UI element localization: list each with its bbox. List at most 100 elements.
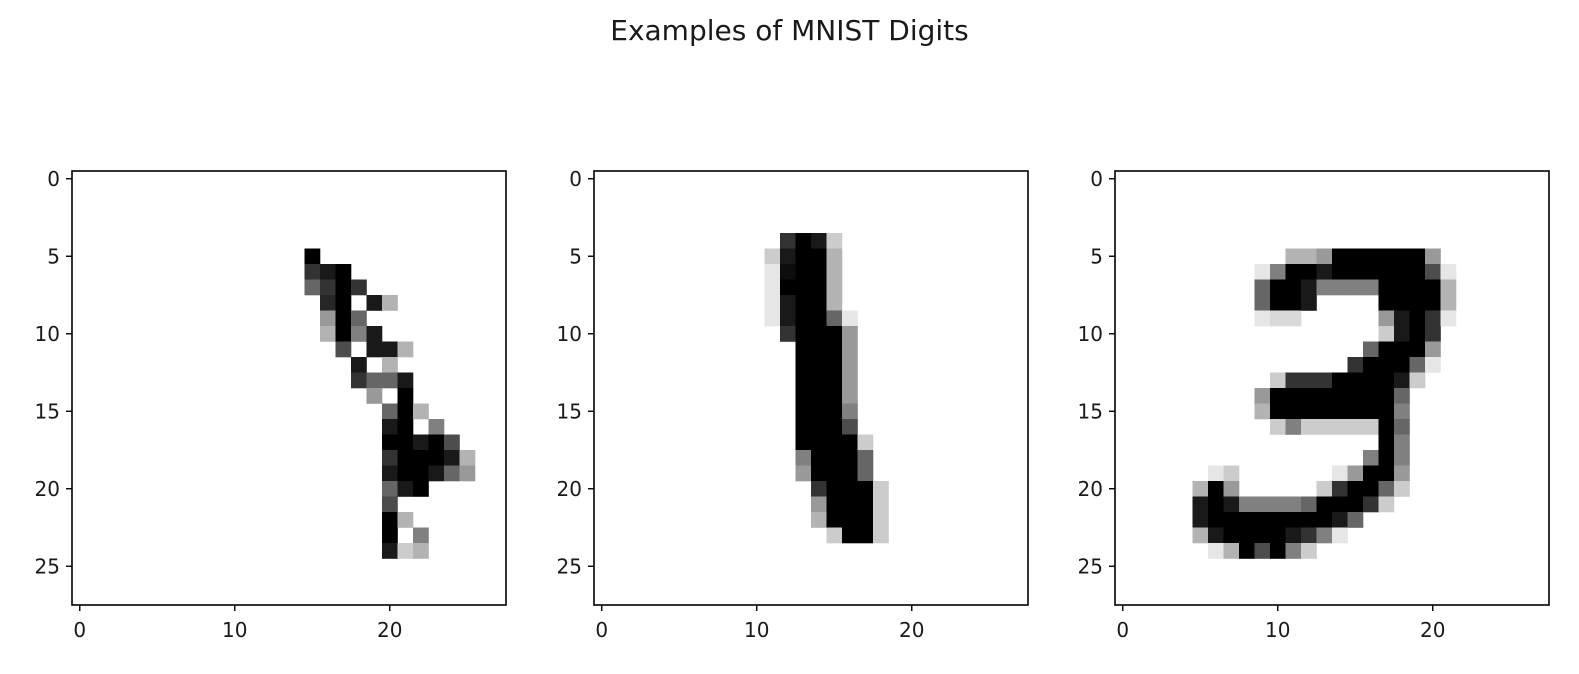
pixel-cell: [382, 419, 398, 435]
pixel-cell: [1208, 512, 1224, 528]
pixel-cell: [842, 341, 858, 358]
pixel-cell: [1208, 465, 1224, 482]
pixel-cell: [1363, 248, 1379, 265]
axes-frame: [1114, 170, 1550, 606]
pixel-cell: [1363, 388, 1379, 404]
pixel-cell: [1394, 279, 1410, 296]
pixel-cell: [1409, 310, 1426, 327]
pixel-cell: [1223, 543, 1240, 559]
pixel-cell: [382, 357, 398, 373]
y-tick-label: 10: [557, 322, 582, 346]
pixel-cell: [366, 372, 383, 389]
pixel-cell: [1192, 527, 1209, 544]
pixel-cell: [1378, 388, 1395, 404]
pixel-cell: [1254, 279, 1271, 296]
pixel-cell: [1425, 326, 1441, 342]
pixel-cell: [382, 403, 398, 420]
pixel-cell: [320, 326, 336, 342]
pixel-cell: [382, 496, 398, 513]
pixel-cell: [1440, 264, 1457, 280]
pixel-cell: [811, 372, 827, 389]
pixel-cell: [1332, 403, 1348, 420]
pixel-cell: [351, 310, 367, 327]
x-tick-label: 20: [1420, 618, 1445, 642]
pixel-cell: [1394, 295, 1410, 311]
pixel-cell: [444, 465, 460, 482]
pixel-cell: [826, 372, 843, 389]
pixel-cell: [811, 341, 827, 358]
pixel-cell: [1254, 512, 1271, 528]
pixel-cell: [842, 496, 858, 513]
pixel-cell: [351, 279, 367, 296]
pixel-cell: [382, 543, 398, 559]
pixel-cell: [1270, 295, 1286, 311]
pixel-cell: [1332, 512, 1348, 528]
pixel-cell: [382, 465, 398, 482]
pixel-cell: [320, 264, 336, 280]
y-tick-label: 10: [1078, 322, 1103, 346]
y-tick-label: 0: [569, 167, 582, 191]
pixel-cell: [1363, 403, 1379, 420]
pixel-cell: [1425, 248, 1441, 265]
pixel-cell: [1301, 372, 1317, 389]
pixel-cell: [1332, 481, 1348, 497]
pixel-cell: [1363, 465, 1379, 482]
pixel-cell: [857, 465, 874, 482]
pixel-cell: [857, 527, 874, 544]
pixel-cell: [826, 450, 843, 466]
pixel-cell: [826, 357, 843, 373]
digit-panel-2: 0 5 10 15 20 25 0 10 20: [557, 167, 1029, 642]
pixel-cell: [459, 465, 476, 482]
pixel-cell: [842, 434, 858, 451]
pixel-cell: [1223, 465, 1240, 482]
pixel-cell: [1239, 512, 1255, 528]
pixel-cell: [811, 248, 827, 265]
pixel-cell: [1208, 496, 1224, 513]
pixel-cell: [382, 512, 398, 528]
y-tick-label: 15: [35, 399, 60, 423]
pixel-cell: [1409, 295, 1426, 311]
pixel-cell: [1363, 264, 1379, 280]
pixel-cell: [811, 465, 827, 482]
pixel-cell: [842, 403, 858, 420]
pixel-cell: [1363, 357, 1379, 373]
pixel-cell: [1378, 295, 1395, 311]
pixel-cell: [826, 434, 843, 451]
pixel-cell: [1347, 248, 1364, 265]
pixel-cell: [1425, 341, 1441, 358]
pixel-cell: [413, 527, 429, 544]
pixel-cell: [826, 481, 843, 497]
pixel-cell: [1285, 248, 1302, 265]
pixel-cell: [1192, 496, 1209, 513]
pixel-cell: [413, 403, 429, 420]
pixel-cell: [1332, 465, 1348, 482]
pixel-cell: [1332, 496, 1348, 513]
pixel-cell: [1409, 264, 1426, 280]
pixel-cell: [1285, 295, 1302, 311]
pixel-cell: [1347, 264, 1364, 280]
pixel-cell: [1440, 279, 1457, 296]
pixel-cell: [397, 419, 414, 435]
x-tick-label: 20: [899, 618, 924, 642]
pixel-cell: [1332, 248, 1348, 265]
pixel-cell: [1394, 465, 1410, 482]
pixel-cell: [1192, 481, 1209, 497]
pixel-cell: [1301, 388, 1317, 404]
y-tick-label: 15: [1078, 399, 1103, 423]
pixel-cell: [826, 326, 843, 342]
pixel-cell: [1394, 264, 1410, 280]
pixel-cell: [780, 233, 796, 249]
y-tick-label: 15: [557, 399, 582, 423]
pixel-cell: [397, 481, 414, 497]
pixel-cell: [1254, 310, 1271, 327]
pixel-cell: [335, 341, 352, 358]
pixel-cell: [826, 295, 843, 311]
pixel-cell: [1316, 512, 1333, 528]
pixel-cell: [1223, 512, 1240, 528]
pixel-cell: [1394, 341, 1410, 358]
pixel-cell: [1378, 357, 1395, 373]
pixel-cell: [873, 512, 889, 528]
pixel-cell: [320, 310, 336, 327]
pixel-cell: [1223, 481, 1240, 497]
pixel-cell: [1285, 512, 1302, 528]
